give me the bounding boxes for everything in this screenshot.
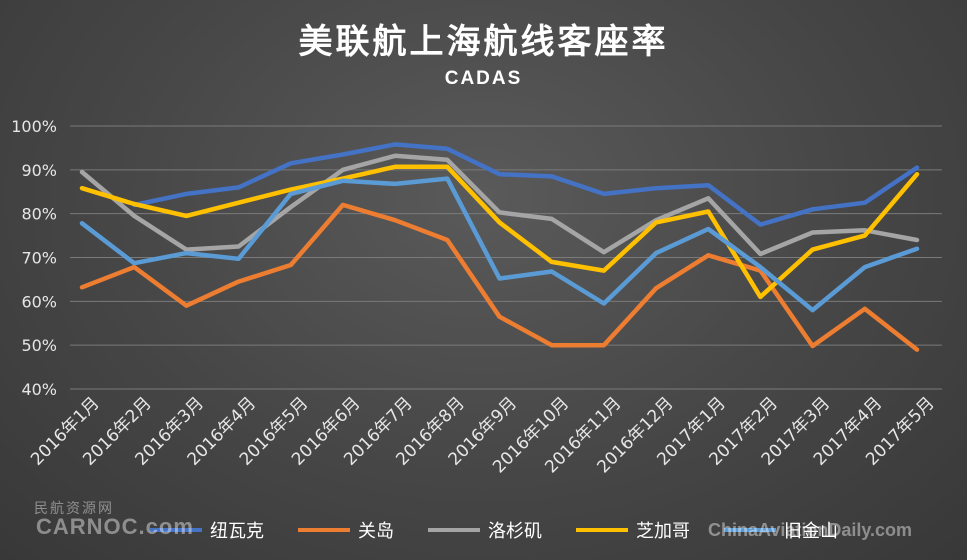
y-tick-label: 100% [11,117,57,136]
legend-label: 洛杉矶 [488,521,542,542]
watermark-carnoc-cn: 民航资源网 [34,501,114,517]
y-tick-label: 90% [21,161,57,180]
y-tick-label: 60% [21,292,57,311]
legend-label: 关岛 [358,521,394,542]
y-tick-label: 80% [21,205,57,224]
legend-item: 芝加哥 [576,517,690,543]
legend-label: 纽瓦克 [210,521,264,542]
watermark-china-aviation-daily: ChinaAviationDaily.com [708,520,913,540]
series-line-2 [79,202,920,352]
legend-item: 纽瓦克 [150,517,264,543]
legend-swatch [298,528,350,532]
y-tick-label: 70% [21,249,57,268]
series-line-5 [79,176,920,313]
series-line-3 [79,153,920,257]
y-tick-label: 40% [21,380,57,399]
y-tick-label: 50% [21,336,57,355]
chart-subtitle: CADAS [444,68,523,89]
series-line-1 [131,142,920,227]
legend: 纽瓦克 关岛 洛杉矶 芝加哥 旧金山 [150,516,838,544]
legend-item: 关岛 [298,517,394,543]
legend-swatch [428,528,480,532]
legend-item: 洛杉矶 [428,517,542,543]
chart-title: 美联航上海航线客座率 [298,22,669,62]
legend-label: 旧金山 [784,521,838,542]
legend-swatch [724,528,776,532]
watermark-carnoc: CARNOC.com [36,514,194,539]
legend-label: 芝加哥 [636,521,690,542]
legend-item: 旧金山 [724,517,838,543]
legend-swatch [150,528,202,532]
legend-swatch [576,528,628,532]
